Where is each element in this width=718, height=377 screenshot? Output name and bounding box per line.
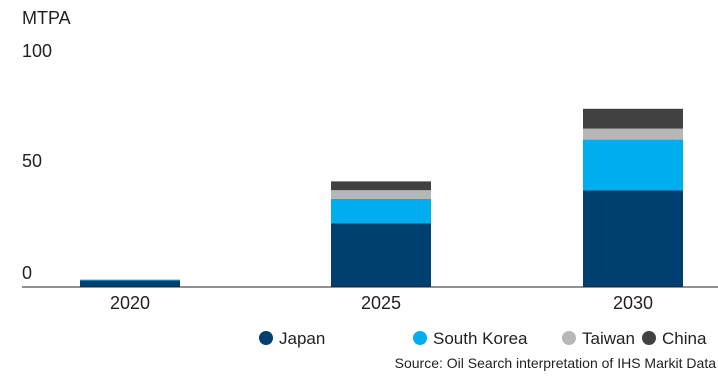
bar-segment-taiwan-2025 <box>331 190 431 199</box>
legend-label-china: China <box>662 329 707 348</box>
legend-swatch-south-korea <box>413 331 427 345</box>
bars <box>80 108 683 287</box>
x-tick-label: 2020 <box>110 293 150 313</box>
legend-swatch-china <box>642 331 656 345</box>
y-tick-label: 50 <box>22 151 42 171</box>
y-unit-label: MTPA <box>22 8 71 28</box>
x-tick-label: 2030 <box>613 293 653 313</box>
legend-label-south-korea: South Korea <box>433 329 528 348</box>
source-note: Source: Oil Search interpretation of IHS… <box>395 355 717 371</box>
bar-segment-south-korea-2030 <box>583 139 683 191</box>
bar-segment-japan-2020 <box>80 280 180 287</box>
bar-segment-japan-2030 <box>583 190 683 287</box>
bar-segment-south-korea-2020 <box>80 279 180 281</box>
bar-segment-china-2030 <box>583 108 683 129</box>
y-tick-labels: 0 50 100 <box>22 41 52 283</box>
bar-segment-taiwan-2030 <box>583 128 683 140</box>
legend: Japan South Korea Taiwan China <box>259 329 707 348</box>
legend-label-taiwan: Taiwan <box>582 329 635 348</box>
legend-swatch-japan <box>259 331 273 345</box>
x-tick-label: 2025 <box>361 293 401 313</box>
x-tick-labels: 2020 2025 2030 <box>110 293 653 313</box>
bar-segment-japan-2025 <box>331 223 431 287</box>
bar-segment-china-2025 <box>331 181 431 191</box>
legend-label-japan: Japan <box>279 329 325 348</box>
bar-segment-south-korea-2025 <box>331 199 431 224</box>
y-tick-label: 100 <box>22 41 52 61</box>
legend-swatch-taiwan <box>562 331 576 345</box>
y-tick-label: 0 <box>22 263 32 283</box>
